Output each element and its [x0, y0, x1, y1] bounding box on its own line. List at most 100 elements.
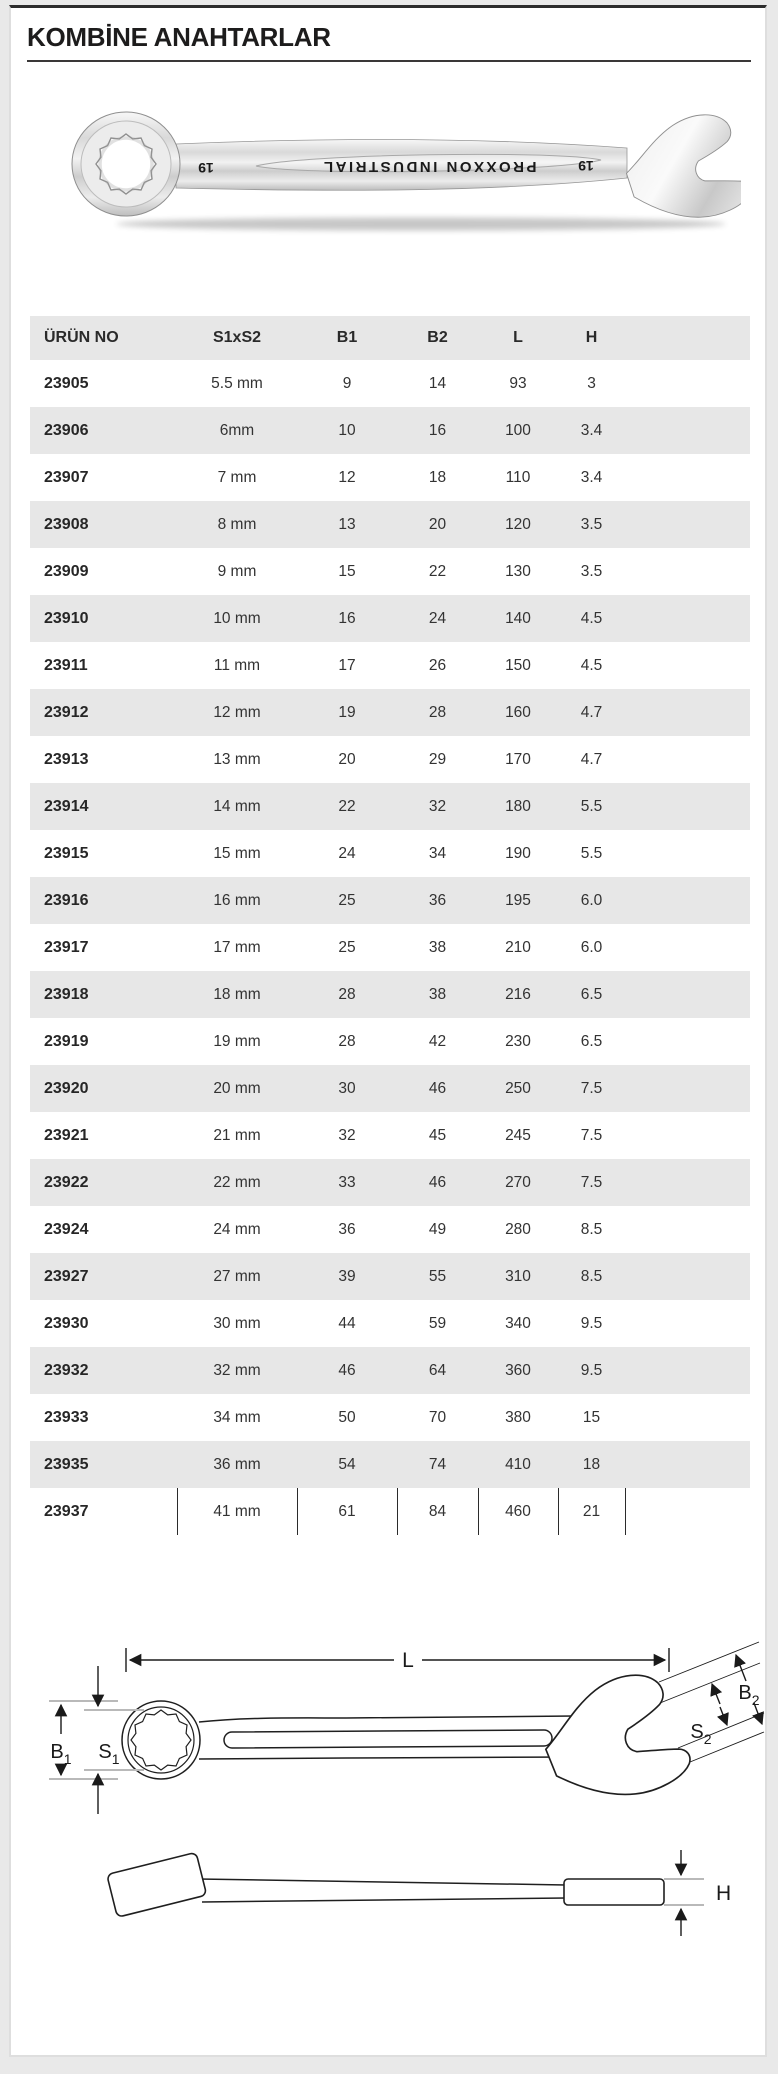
table-cell: 4.5 — [580, 609, 603, 627]
table-cell-filler — [625, 642, 750, 689]
table-cell: 23910 — [44, 609, 89, 627]
dimension-B2 — [734, 1653, 764, 1726]
table-cell: 120 — [505, 515, 531, 533]
table-cell-filler — [625, 783, 750, 830]
table-cell: 32 — [338, 1126, 356, 1144]
table-cell: 23906 — [44, 421, 89, 439]
table-cell: 460 — [478, 1488, 559, 1535]
table-cell: 100 — [505, 421, 531, 439]
table-cell: 23919 — [44, 1032, 89, 1050]
table-cell: 23912 — [44, 703, 89, 721]
table-cell: 28 — [338, 985, 356, 1003]
table-row: 23933 34 mm 50 70 380 15 — [30, 1394, 750, 1441]
table-cell: 8.5 — [580, 1220, 603, 1238]
table-cell: 19 mm — [213, 1032, 261, 1050]
catalog-page-card: KOMBİNE ANAHTARLAR — [9, 5, 767, 2057]
size-marking-right: 19 — [578, 158, 594, 174]
table-cell: 23905 — [44, 374, 89, 392]
table-cell: 6.5 — [580, 985, 603, 1003]
wrench-ring-end — [71, 111, 181, 217]
table-cell: 24 — [428, 609, 447, 627]
table-cell: 46 — [338, 1361, 356, 1379]
table-cell: 30 mm — [213, 1314, 261, 1332]
table-cell: 14 — [428, 374, 447, 392]
table-cell: 3.5 — [580, 562, 603, 580]
table-cell: 21 mm — [213, 1126, 261, 1144]
outline-open-end — [544, 1674, 691, 1796]
table-cell: 39 — [338, 1267, 356, 1285]
table-cell: 170 — [505, 750, 531, 768]
table-cell: 22 — [428, 562, 447, 580]
table-cell: 210 — [505, 938, 531, 956]
table-cell: 46 — [428, 1173, 447, 1191]
table-cell: 18 mm — [213, 985, 261, 1003]
column-header-0: ÜRÜN NO — [30, 316, 177, 360]
table-cell: 9.5 — [580, 1361, 603, 1379]
table-row: 23905 5.5 mm 9 14 93 3 — [30, 360, 750, 407]
table-cell: 23935 — [44, 1455, 89, 1473]
table-cell: 7.5 — [580, 1126, 603, 1144]
table-cell: 32 — [428, 797, 447, 815]
table-row: 23909 9 mm 15 22 130 3.5 — [30, 548, 750, 595]
table-cell: 38 — [428, 938, 447, 956]
table-cell: 30 — [338, 1079, 356, 1097]
table-cell: 28 — [428, 703, 447, 721]
table-cell: 23916 — [44, 891, 89, 909]
table-cell: 23913 — [44, 750, 89, 768]
table-cell: 360 — [505, 1361, 531, 1379]
table-cell: 380 — [505, 1408, 531, 1426]
table-row: 23921 21 mm 32 45 245 7.5 — [30, 1112, 750, 1159]
table-cell: 46 — [428, 1079, 447, 1097]
engraving-text: PROXXON INDUSTRIAL — [321, 158, 536, 175]
table-cell: 18 — [582, 1455, 601, 1473]
table-cell: 70 — [428, 1408, 447, 1426]
table-cell: 23914 — [44, 797, 89, 815]
table-cell: 6mm — [219, 421, 255, 439]
table-row: 23914 14 mm 22 32 180 5.5 — [30, 783, 750, 830]
table-row: 23908 8 mm 13 20 120 3.5 — [30, 501, 750, 548]
table-row: 23920 20 mm 30 46 250 7.5 — [30, 1065, 750, 1112]
table-cell: 33 — [338, 1173, 356, 1191]
dimension-diagram-top-view: L B1 — [49, 1641, 765, 1814]
table-cell: 190 — [505, 844, 531, 862]
table-cell: 245 — [505, 1126, 531, 1144]
table-row: 23935 36 mm 54 74 410 18 — [30, 1441, 750, 1488]
table-cell: 84 — [397, 1488, 479, 1535]
table-cell: 20 mm — [213, 1079, 261, 1097]
table-cell: 26 — [428, 656, 447, 674]
table-cell: 55 — [428, 1267, 447, 1285]
table-cell: 15 — [338, 562, 356, 580]
table-cell: 25 — [338, 891, 356, 909]
table-cell: 4.5 — [580, 656, 603, 674]
table-cell: 54 — [338, 1455, 356, 1473]
table-cell: 3 — [587, 374, 596, 392]
table-cell: 23933 — [44, 1408, 89, 1426]
table-cell: 23909 — [44, 562, 89, 580]
table-cell-filler — [625, 877, 750, 924]
table-cell: 3.4 — [580, 468, 603, 486]
table-cell: 6.5 — [580, 1032, 603, 1050]
dimension-L-label: L — [402, 1649, 414, 1672]
table-cell: 140 — [505, 609, 531, 627]
table-cell: 50 — [338, 1408, 356, 1426]
table-cell: 93 — [509, 374, 527, 392]
table-cell: 23922 — [44, 1173, 89, 1191]
table-cell-filler — [625, 360, 750, 407]
column-header-filler — [625, 316, 750, 360]
table-cell: 4.7 — [580, 703, 603, 721]
dimension-S2 — [710, 1682, 729, 1727]
table-cell: 10 — [338, 421, 356, 439]
table-cell: 3.5 — [580, 515, 603, 533]
table-cell: 23920 — [44, 1079, 89, 1097]
column-header-5: H — [558, 316, 625, 360]
table-cell: 21 — [558, 1488, 626, 1535]
product-photo: PROXXON INDUSTRIAL 19 19 — [41, 96, 751, 246]
table-cell: 25 — [338, 938, 356, 956]
table-cell-filler — [625, 924, 750, 971]
table-cell: 5.5 — [580, 844, 603, 862]
page-title: KOMBİNE ANAHTARLAR — [27, 22, 331, 52]
table-cell: 23915 — [44, 844, 89, 862]
wrench-shadow — [116, 217, 726, 231]
dimension-S2-B2-extension-lines — [658, 1641, 765, 1763]
table-cell: 150 — [505, 656, 531, 674]
